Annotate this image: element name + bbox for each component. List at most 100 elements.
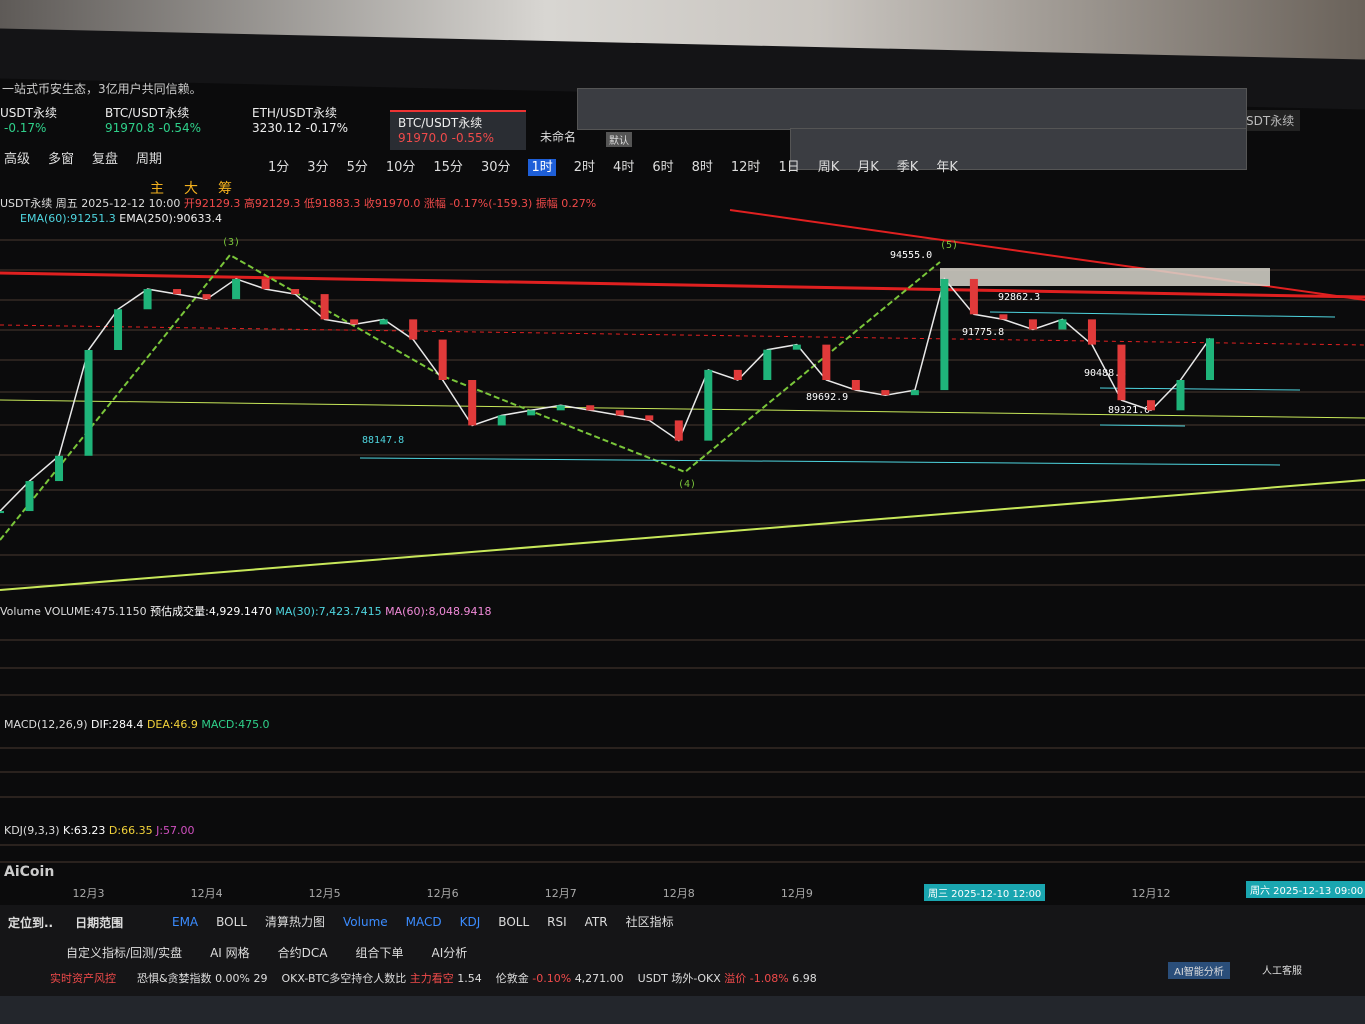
timeframe[interactable]: 2时 [573, 160, 596, 175]
level-line [1099, 424, 1186, 427]
indicator-tab[interactable]: BOLL [498, 915, 530, 929]
annotation: 89321.0 [1108, 405, 1150, 416]
candle [645, 415, 654, 421]
ema60: EMA(60):91251.3 [20, 212, 116, 225]
timeframe[interactable]: 6时 [652, 160, 674, 175]
timeframe[interactable]: 1日 [778, 160, 800, 175]
unnamed-tab[interactable]: 未命名 [540, 130, 577, 144]
timeframe[interactable]: 周K [817, 160, 840, 175]
indicator-tab[interactable]: RSI [547, 915, 567, 929]
ticker[interactable]: ETH/USDT永续 3230.12 -0.17% [252, 104, 348, 135]
left-tab[interactable]: 日期范围 [75, 916, 124, 930]
indicator-tab[interactable]: Volume [343, 915, 388, 929]
timeframe[interactable]: 1时 [528, 159, 556, 176]
ticker-quote: 3230.12 -0.17% [252, 121, 348, 135]
support-line [0, 399, 1365, 419]
ticker-change: -0.55% [451, 131, 495, 145]
indicator-tab[interactable]: ATR [584, 915, 608, 929]
timeframe[interactable]: 12时 [730, 160, 761, 175]
info-change: 涨幅 -0.17%(-159.3) [423, 197, 533, 210]
info-open: 开92129.3 [183, 197, 241, 210]
candle [615, 410, 624, 416]
indicator-tab[interactable]: KDJ [459, 915, 481, 929]
candle [733, 369, 742, 380]
timeframe[interactable]: 年K [936, 160, 958, 175]
x-tick-label: 12月5 [309, 887, 341, 900]
ticker-price: 91970.8 [105, 121, 155, 135]
candle [114, 309, 123, 350]
action[interactable]: AI分析 [431, 946, 468, 960]
x-tick-label: 12月12 [1131, 887, 1170, 900]
risk[interactable]: 实时资产风控 [50, 972, 116, 985]
chart-tool[interactable]: 大 [184, 181, 218, 197]
candle [586, 405, 595, 411]
candle [0, 511, 4, 514]
macd-dea: DEA:46.9 [146, 718, 198, 731]
timeframe[interactable]: 15分 [433, 160, 463, 175]
chart-tool[interactable]: 主 [150, 181, 184, 197]
right-symbol[interactable]: SDT永续 [1240, 110, 1301, 131]
ticker-price: 91970.0 [398, 131, 448, 145]
default-tag: 默认 [606, 132, 632, 147]
ticker[interactable]: BTC/USDT永续 91970.0 -0.55% [390, 110, 526, 150]
ticker-change: -0.17% [305, 121, 349, 135]
action[interactable]: 合约DCA [277, 946, 328, 960]
x-tick-label: 12月7 [545, 887, 577, 900]
annotation: 91775.8 [962, 327, 1004, 338]
kdj-d: D:66.35 [108, 824, 153, 837]
level-line [359, 457, 1281, 466]
drawing-toolbar-row2[interactable] [790, 128, 1247, 170]
menu-item[interactable]: 多窗 [48, 152, 75, 167]
gold-label: 伦敦金 [495, 972, 529, 985]
indicator-tab[interactable]: EMA [172, 915, 199, 929]
ticker-name: BTC/USDT永续 [105, 106, 190, 120]
timeframe[interactable]: 月K [857, 160, 879, 175]
actions: 自定义指标/回测/实盘 AI 网格 合约DCA 组合下单 AI分析 [66, 944, 495, 961]
timeframe[interactable]: 季K [896, 160, 919, 175]
timeframe[interactable]: 10分 [385, 160, 416, 175]
action[interactable]: 组合下单 [355, 946, 404, 960]
timeframe[interactable]: 30分 [480, 160, 511, 175]
timeframe[interactable]: 5分 [346, 160, 368, 175]
info-low: 低91883.3 [303, 197, 361, 210]
info-high: 高92129.3 [243, 197, 301, 210]
annotation: 92862.3 [998, 292, 1040, 303]
x-tick-label: 12月8 [663, 887, 695, 900]
left-tab[interactable]: 定位到.. [8, 916, 54, 930]
x-tick-label: 12月3 [73, 887, 105, 900]
action[interactable]: 自定义指标/回测/实盘 [66, 946, 183, 960]
service-button[interactable]: 人工客服 [1262, 966, 1302, 977]
gold-pct: -0.10% [532, 972, 572, 985]
crosshair-right: 周六 2025-12-13 09:00 [1246, 881, 1365, 898]
indicator-tabs: EMA BOLL 清算热力图 Volume MACD KDJ BOLL RSI ATR 社区指标 [172, 913, 692, 930]
timeframe[interactable]: 4时 [613, 160, 635, 175]
indicator-tab[interactable]: 社区指标 [625, 915, 674, 929]
menu-item[interactable]: 复盘 [92, 152, 119, 167]
indicator-tab[interactable]: MACD [405, 915, 442, 929]
timeframe[interactable]: 8时 [691, 160, 713, 175]
usdt-val: 6.98 [792, 972, 817, 985]
timeframe[interactable]: 3分 [307, 160, 329, 175]
candle [822, 344, 831, 380]
fg-label: 恐惧&贪婪指数 [136, 972, 212, 985]
info-symbol: USDT永续 周五 2025-12-12 10:00 [0, 197, 181, 210]
ticker-name: USDT永续 [0, 106, 57, 120]
ticker[interactable]: BTC/USDT永续 91970.8 -0.54% [105, 104, 201, 135]
menu-item[interactable]: 高级 [4, 152, 31, 167]
candle [910, 390, 919, 396]
menu-item[interactable]: 周期 [136, 152, 163, 167]
x-tick-label: 12月4 [191, 887, 223, 900]
ai-button[interactable]: AI智能分析 [1168, 962, 1230, 979]
action[interactable]: AI 网格 [210, 946, 250, 960]
usdt-label: USDT 场外-OKX [637, 972, 721, 985]
volume-ma60: MA(60):8,048.9418 [385, 605, 492, 618]
info-close: 收91970.0 [363, 197, 421, 210]
crosshair-left: 周三 2025-12-10 12:00 [924, 884, 1046, 901]
indicator-tab[interactable]: 清算热力图 [265, 915, 326, 929]
candle [792, 344, 801, 350]
zone [940, 268, 1270, 286]
ticker[interactable]: USDT永续 -0.17% [0, 104, 57, 135]
indicator-tab[interactable]: BOLL [216, 915, 247, 929]
chart-tool[interactable]: 筹 [218, 181, 252, 197]
timeframe[interactable]: 1分 [268, 160, 290, 175]
